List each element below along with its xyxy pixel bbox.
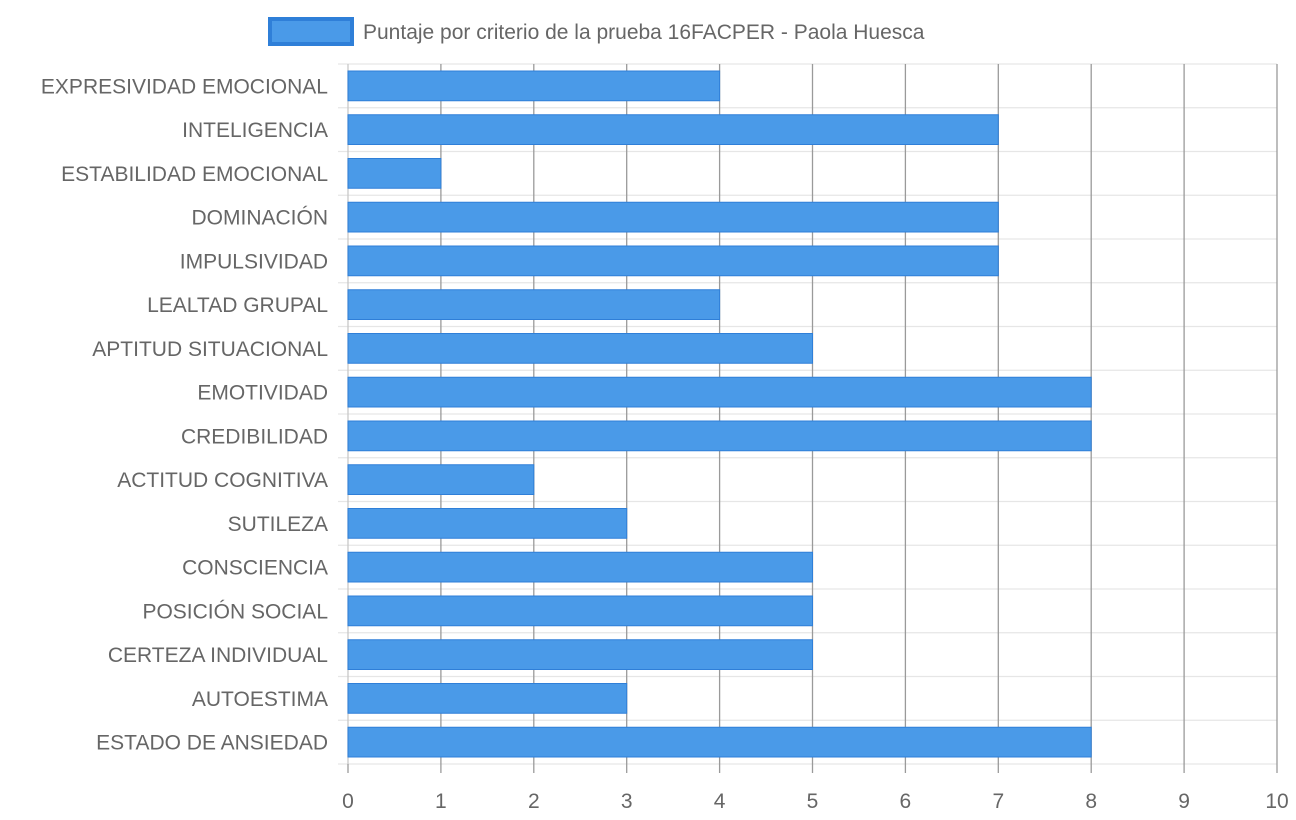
x-tick-label: 10 xyxy=(1265,790,1288,813)
bar[interactable] xyxy=(347,114,999,145)
category-label: EMOTIVIDAD xyxy=(197,382,328,405)
category-label: AUTOESTIMA xyxy=(192,688,328,711)
bar[interactable] xyxy=(347,376,1092,408)
x-tick-label: 6 xyxy=(900,790,912,813)
legend-swatch xyxy=(268,17,354,46)
bar[interactable] xyxy=(347,70,721,102)
category-label: CERTEZA INDIVIDUAL xyxy=(108,644,328,667)
category-label: INTELIGENCIA xyxy=(182,119,328,142)
bar[interactable] xyxy=(347,201,999,233)
x-tick-label: 3 xyxy=(621,790,633,813)
bar[interactable] xyxy=(347,551,813,583)
category-label: APTITUD SITUACIONAL xyxy=(92,338,328,361)
bar[interactable] xyxy=(347,158,442,189)
bar[interactable] xyxy=(347,420,1092,452)
bar[interactable] xyxy=(347,639,813,670)
x-tick-label: 1 xyxy=(435,790,447,813)
category-label: POSICIÓN SOCIAL xyxy=(142,600,328,623)
category-label: DOMINACIÓN xyxy=(192,207,329,230)
bar[interactable] xyxy=(347,245,999,277)
bar[interactable] xyxy=(347,595,813,627)
category-label: ESTABILIDAD EMOCIONAL xyxy=(61,163,328,186)
bar[interactable] xyxy=(347,726,1092,758)
category-label: CREDIBILIDAD xyxy=(181,425,328,448)
x-tick-label: 5 xyxy=(807,790,819,813)
category-label: ACTITUD COGNITIVA xyxy=(117,469,328,492)
category-label: IMPULSIVIDAD xyxy=(180,250,328,273)
bar[interactable] xyxy=(347,464,535,495)
bar[interactable] xyxy=(347,508,628,539)
x-tick-label: 8 xyxy=(1085,790,1097,813)
x-tick-label: 0 xyxy=(342,790,354,813)
legend[interactable]: Puntaje por criterio de la prueba 16FACP… xyxy=(268,17,925,46)
bar[interactable] xyxy=(347,683,628,714)
x-tick-labels: 0 1 2 3 4 5 6 7 8 9 10 xyxy=(342,790,1289,813)
bars xyxy=(347,70,1092,758)
x-tick-label: 2 xyxy=(528,790,540,813)
legend-label: Puntaje por criterio de la prueba 16FACP… xyxy=(363,21,925,44)
x-tick-label: 7 xyxy=(992,790,1004,813)
x-tick-label: 9 xyxy=(1178,790,1190,813)
bar[interactable] xyxy=(347,289,721,320)
category-labels: EXPRESIVIDAD EMOCIONAL INTELIGENCIA ESTABI… xyxy=(41,75,328,754)
category-label: LEALTAD GRUPAL xyxy=(147,294,328,317)
category-label: SUTILEZA xyxy=(228,513,328,536)
category-label: EXPRESIVIDAD EMOCIONAL xyxy=(41,75,328,98)
bar[interactable] xyxy=(347,333,813,364)
category-label: ESTADO DE ANSIEDAD xyxy=(96,732,328,755)
x-tick-label: 4 xyxy=(714,790,726,813)
category-label: CONSCIENCIA xyxy=(182,557,328,580)
